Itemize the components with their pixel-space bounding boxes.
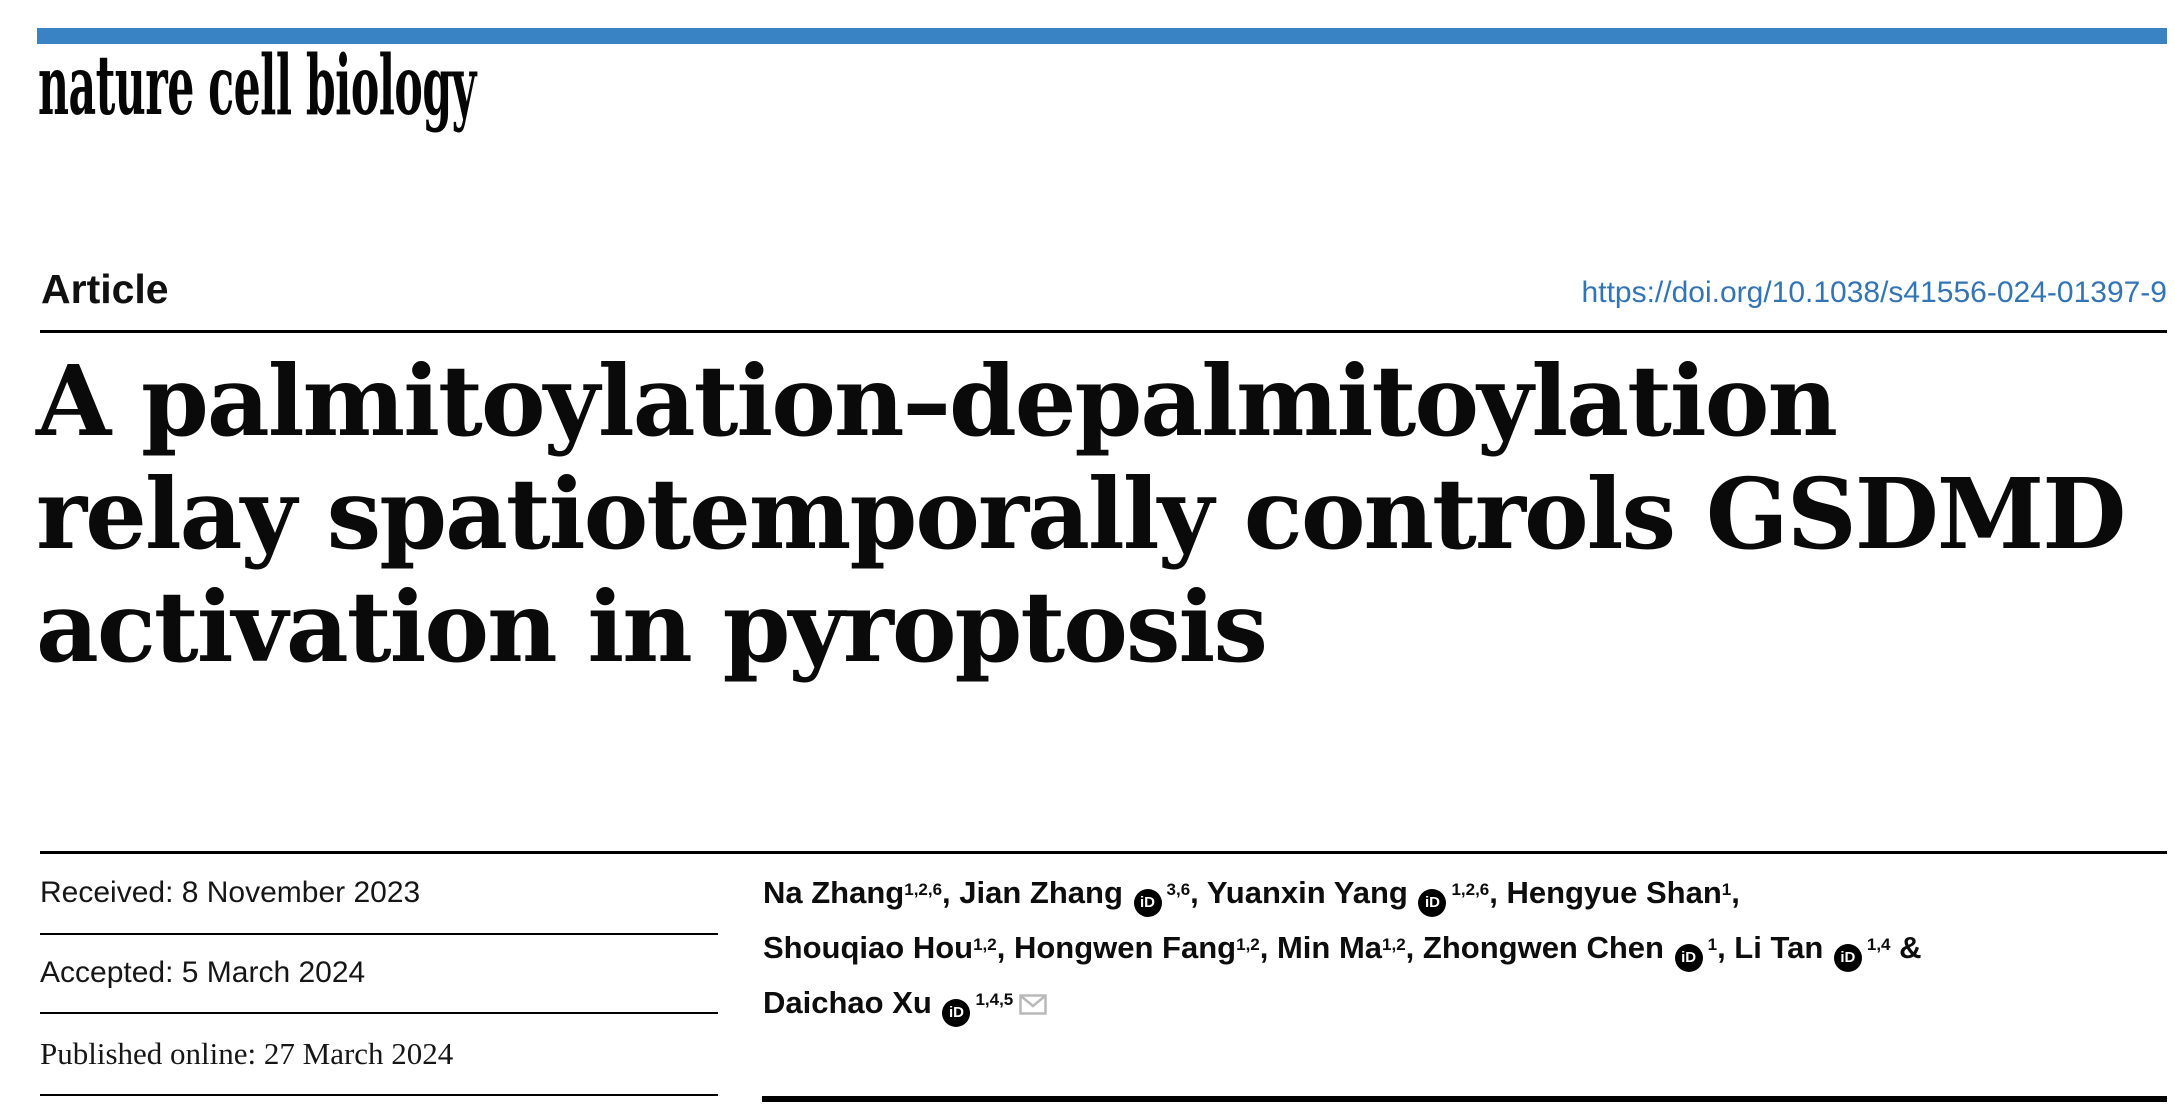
author-name-text: , Li Tan xyxy=(1717,930,1832,965)
article-type-label: Article xyxy=(41,266,169,312)
article-title: A palmitoylation–depalmitoylation relay … xyxy=(36,345,2136,684)
affiliation-superscript: 1,4,5 xyxy=(975,989,1014,1009)
article-title-line-3: activation in pyroptosis xyxy=(36,570,1268,684)
affiliation-superscript: 1,2 xyxy=(973,934,997,954)
affiliation-superscript: 1,4 xyxy=(1866,934,1891,954)
header-divider xyxy=(40,330,2167,333)
author-name-text: & xyxy=(1890,930,1922,965)
section-top-divider xyxy=(40,851,2167,854)
affiliation-superscript: 1,2 xyxy=(1382,934,1406,954)
affiliation-superscript: 1,2,6 xyxy=(1451,879,1490,899)
doi-link[interactable]: https://doi.org/10.1038/s41556-024-01397… xyxy=(1581,276,2167,309)
orcid-icon[interactable]: iD xyxy=(1833,944,1862,972)
author-name-text: , Hongwen Fang xyxy=(996,930,1237,965)
journal-logo: nature cell biology xyxy=(38,38,476,134)
article-title-line-2: relay spatiotemporally controls GSDMD xyxy=(36,457,2126,571)
affiliation-superscript: 1 xyxy=(1707,934,1718,954)
abstract-top-divider xyxy=(762,1096,2167,1102)
author-name-text: Na Zhang xyxy=(763,875,905,910)
author-name-text: , Zhongwen Chen xyxy=(1405,930,1673,965)
author-name-text: , xyxy=(1731,875,1740,910)
date-divider-2 xyxy=(40,1012,718,1014)
author-name-text: Shouqiao Hou xyxy=(763,930,974,965)
article-title-line-1: A palmitoylation–depalmitoylation xyxy=(36,344,1838,458)
orcid-icon[interactable]: iD xyxy=(1418,889,1447,917)
affiliation-superscript: 1 xyxy=(1721,879,1732,899)
author-name-text: , Hengyue Shan xyxy=(1489,875,1722,910)
orcid-icon[interactable]: iD xyxy=(942,999,971,1027)
orcid-icon[interactable]: iD xyxy=(1133,889,1162,917)
date-published: Published online: 27 March 2024 xyxy=(40,1036,454,1071)
author-line: Daichao Xu iD1,4,5 xyxy=(763,978,2167,1033)
date-accepted: Accepted: 5 March 2024 xyxy=(40,956,366,989)
date-received: Received: 8 November 2023 xyxy=(40,876,421,909)
author-list: Na Zhang1,2,6, Jian Zhang iD3,6, Yuanxin… xyxy=(763,868,2167,1033)
author-name-text: , Jian Zhang xyxy=(942,875,1132,910)
author-line: Shouqiao Hou1,2, Hongwen Fang1,2, Min Ma… xyxy=(763,923,2167,978)
affiliation-superscript: 1,2 xyxy=(1236,934,1260,954)
author-name-text: Daichao Xu xyxy=(763,985,941,1020)
orcid-icon[interactable]: iD xyxy=(1674,944,1703,972)
affiliation-superscript: 3,6 xyxy=(1166,879,1191,899)
date-divider-1 xyxy=(40,933,718,935)
affiliation-superscript: 1,2,6 xyxy=(904,879,943,899)
author-name-text: , Yuanxin Yang xyxy=(1190,875,1417,910)
email-icon[interactable] xyxy=(1019,980,1047,1030)
author-name-text: , Min Ma xyxy=(1259,930,1383,965)
journal-brand-bar xyxy=(37,28,2167,44)
date-divider-3 xyxy=(40,1094,718,1096)
author-line: Na Zhang1,2,6, Jian Zhang iD3,6, Yuanxin… xyxy=(763,868,2167,923)
